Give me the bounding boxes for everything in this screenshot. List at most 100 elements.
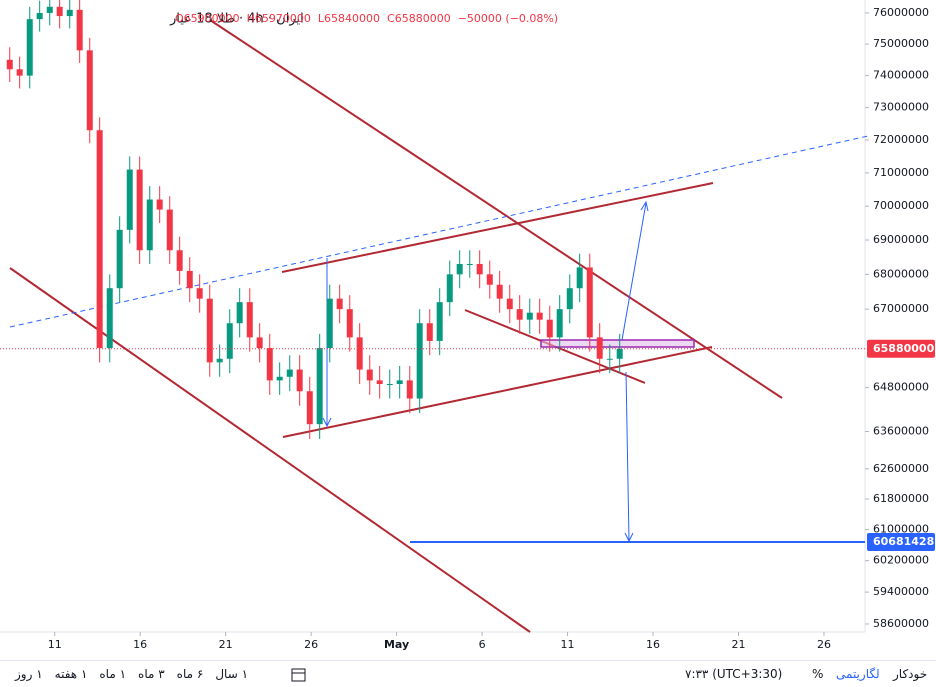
candle-body	[156, 199, 163, 210]
candle-body	[126, 169, 133, 230]
candle-body	[326, 298, 333, 349]
candle-body	[236, 302, 243, 324]
y-tick-label: 62600000	[873, 462, 929, 475]
candle-body	[536, 312, 543, 320]
trendline	[209, 19, 783, 399]
candle-body	[276, 376, 283, 381]
ohlc-value: C65880000	[387, 12, 451, 25]
y-tick-label: 68000000	[873, 267, 929, 280]
timezone[interactable]: ۷:۳۳ (UTC+3:30)	[685, 667, 783, 681]
arrow	[621, 200, 649, 341]
x-tick-label: 6	[479, 638, 486, 651]
y-tick-label: 63600000	[873, 425, 929, 438]
x-tick-label: 16	[133, 638, 147, 651]
symbol-title: ایران · 4h · طلا 18 عیار	[169, 12, 304, 27]
candle-body	[86, 50, 93, 131]
candle-body	[546, 319, 553, 338]
candle-body	[596, 337, 603, 359]
candle-body	[186, 270, 193, 289]
y-tick-label: 59400000	[873, 585, 929, 598]
candle-body	[136, 169, 143, 251]
log-toggle[interactable]: لگاریتمی	[836, 667, 880, 681]
y-tick-label: 72000000	[873, 133, 929, 146]
candle-body	[66, 9, 73, 17]
candle-body	[76, 9, 83, 51]
candle-body	[216, 358, 223, 363]
y-tick-label: 69000000	[873, 233, 929, 246]
range-button[interactable]: ۳ ماه	[138, 667, 165, 681]
candle-body	[356, 337, 363, 370]
candle-body	[316, 348, 323, 425]
candle-body	[476, 263, 483, 275]
x-tick-label: 21	[731, 638, 745, 651]
candle-body	[46, 6, 53, 13]
candle-body	[56, 6, 63, 17]
x-tick-label: 21	[219, 638, 233, 651]
x-tick-label: May	[384, 638, 409, 651]
candle-body	[376, 380, 383, 384]
y-tick-label: 73000000	[873, 101, 929, 114]
current-price-badge	[867, 339, 935, 358]
y-tick-label: 67000000	[873, 302, 929, 315]
ohlc-value: −50000 (−0.08%)	[458, 12, 558, 25]
auto-toggle[interactable]: خودکار	[893, 667, 928, 681]
date-range-icon[interactable]	[290, 666, 310, 684]
candle-body	[386, 383, 393, 385]
x-tick-label: 11	[48, 638, 62, 651]
candle-body	[516, 309, 523, 320]
candle-body	[426, 323, 433, 341]
candle-body	[306, 391, 313, 425]
candle-body	[456, 263, 463, 275]
candle-body	[586, 267, 593, 338]
candle-body	[576, 267, 583, 289]
candle-body	[506, 298, 513, 310]
candle-body	[606, 358, 613, 360]
percent-toggle[interactable]: %	[812, 667, 824, 681]
candle-body	[246, 302, 253, 338]
candle-body	[266, 348, 273, 381]
candle-body	[256, 337, 263, 349]
y-tick-label: 61000000	[873, 523, 929, 536]
candle-body	[176, 250, 183, 271]
ohlc-value: O65900000	[175, 12, 240, 25]
candle-body	[366, 369, 373, 381]
candle-body	[206, 298, 213, 363]
candle-body	[26, 19, 33, 76]
y-tick-label: 74000000	[873, 69, 929, 82]
y-tick-label: 71000000	[873, 166, 929, 179]
candle-body	[166, 209, 173, 251]
candle-body	[406, 380, 413, 399]
y-tick-label: 60200000	[873, 554, 929, 567]
y-tick-label: 76000000	[873, 6, 929, 19]
candle-body	[36, 12, 43, 20]
ohlc-value: L65840000	[318, 12, 380, 25]
range-button[interactable]: ۱ ماه	[99, 667, 127, 681]
candle-body	[496, 284, 503, 299]
candle-body	[16, 69, 23, 76]
candle-body	[436, 302, 443, 341]
zone-rectangle	[540, 339, 695, 348]
candle-body	[146, 199, 153, 251]
candle-body	[446, 274, 453, 303]
range-button[interactable]: ۱ سال	[215, 667, 249, 681]
candle-body	[526, 312, 533, 320]
candle-body	[6, 59, 13, 70]
trendline	[281, 182, 714, 273]
trendline	[282, 346, 713, 438]
range-button[interactable]: ۶ ماه	[176, 667, 204, 681]
candle-body	[486, 274, 493, 285]
range-button[interactable]: ۱ هفته	[54, 667, 88, 681]
chart: ایران · 4h · طلا 18 عیار O65900000 H65970…	[0, 0, 935, 651]
range-button[interactable]: ۱ روز	[15, 667, 43, 681]
current-price-label: 65880000	[873, 342, 935, 355]
toolbar: ۷:۳۳ (UTC+3:30) % لگاریتمی خودکار ۱ روز ۱…	[0, 660, 936, 687]
candle-body	[96, 130, 103, 349]
x-tick-label: 16	[646, 638, 660, 651]
x-tick-label: 26	[304, 638, 318, 651]
candle-body	[286, 369, 293, 377]
candle-body	[416, 323, 423, 399]
candle-body	[196, 288, 203, 299]
candle-body	[296, 369, 303, 392]
y-tick-label: 64800000	[873, 381, 929, 394]
